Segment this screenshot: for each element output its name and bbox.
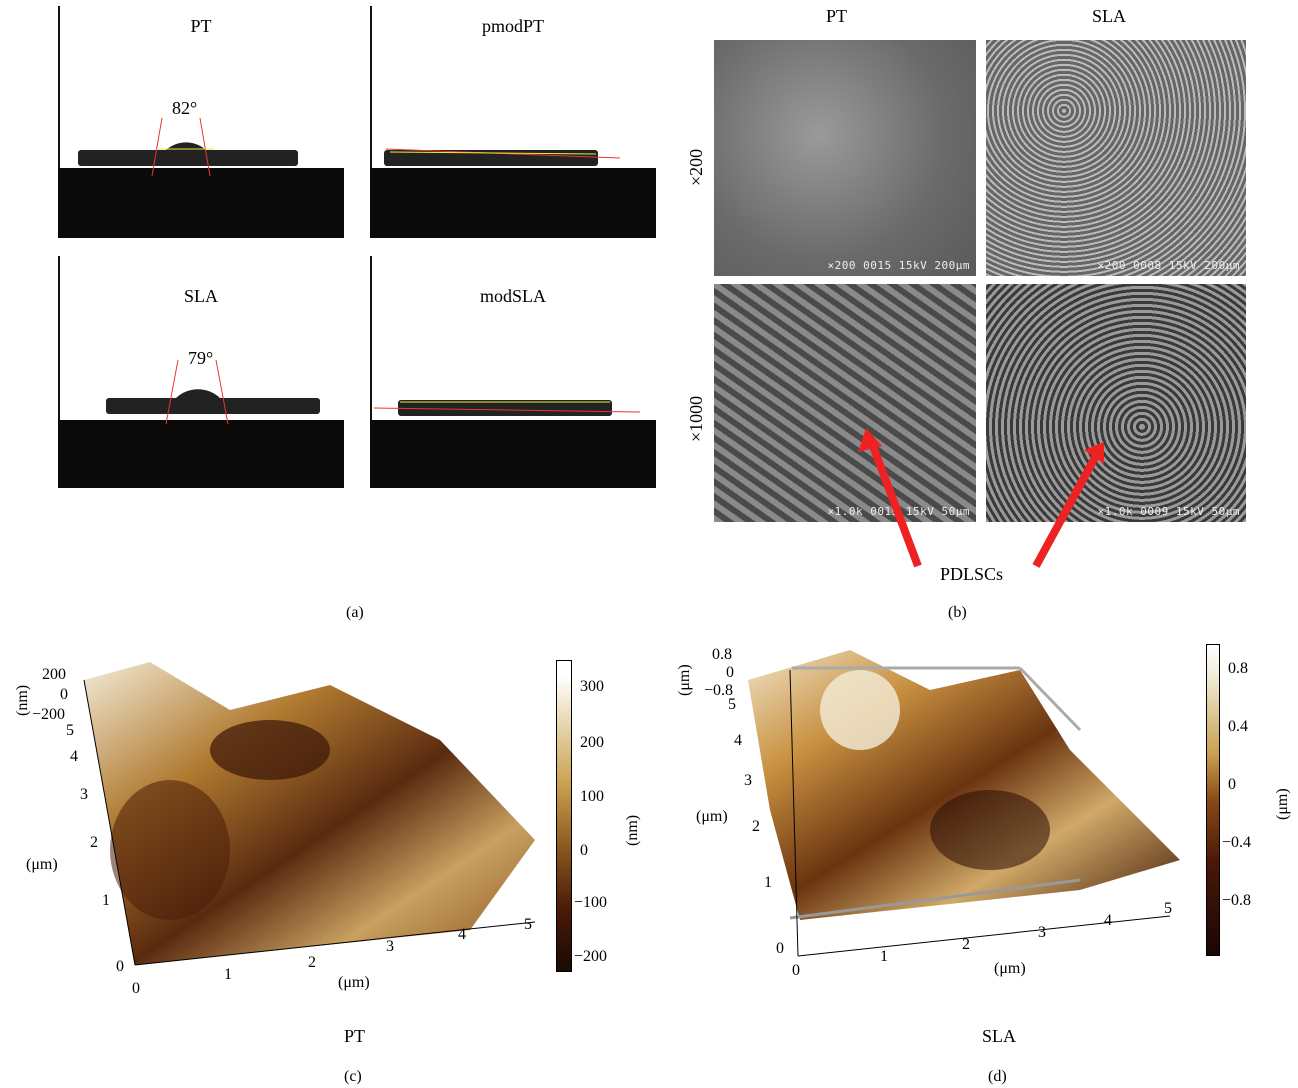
contact-angle-image-sla: SLA 79°	[58, 256, 344, 488]
flat-droplet-icon	[385, 148, 621, 159]
afm-surface-sla	[748, 650, 1180, 957]
sem-image-pt-200: ×200 0015 15kV 200μm	[714, 40, 976, 276]
contact-angle-image-modsla: modSLA	[370, 256, 656, 488]
contact-angle-image-pt: PT 82°	[58, 6, 344, 238]
panel-label: (d)	[988, 1068, 1007, 1085]
colorbar	[1206, 644, 1220, 956]
caption-pt: PT	[344, 1026, 366, 1046]
image-title: pmodPT	[481, 16, 544, 36]
flat-droplet-icon	[373, 401, 641, 413]
arrow-icon	[858, 428, 1104, 568]
droplet-icon	[165, 359, 229, 425]
row-title-200: ×200	[686, 148, 706, 186]
caption-sla: SLA	[982, 1026, 1017, 1046]
row-title-1000: ×1000	[686, 395, 706, 442]
column-title-sla: SLA	[1092, 6, 1127, 26]
sem-image-pt-1000: ×1.0k 0019 15kV 50μm	[714, 284, 976, 522]
droplet-icon	[151, 117, 214, 177]
panel-label: (b)	[948, 604, 967, 621]
image-title: SLA	[183, 286, 218, 306]
panel-label: (c)	[344, 1068, 362, 1085]
image-title: modSLA	[479, 286, 546, 306]
panel-label: (a)	[346, 604, 364, 621]
contact-angle-value: 79°	[188, 348, 214, 368]
sem-image-sla-1000: ×1.0k 0009 15kV 50μm	[986, 284, 1246, 522]
sem-image-sla-200: ×200 0008 15kV 200μm	[986, 40, 1246, 276]
colorbar	[556, 660, 572, 972]
image-title: PT	[190, 16, 212, 36]
afm-surface-pt	[83, 662, 536, 966]
contact-angle-image-pmodpt: pmodPT	[370, 6, 656, 238]
annotation-pdlscs: PDLSCs	[940, 564, 1004, 584]
column-title-pt: PT	[826, 6, 848, 26]
contact-angle-value: 82°	[172, 98, 198, 118]
